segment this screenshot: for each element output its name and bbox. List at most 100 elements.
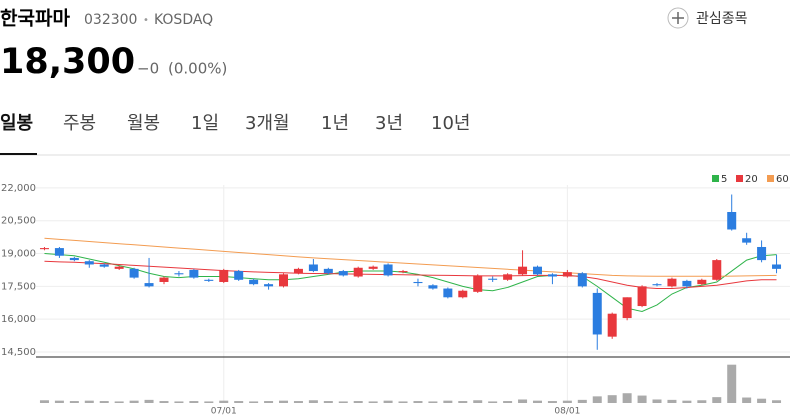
candle-body <box>473 275 483 292</box>
volume-bar <box>69 401 79 403</box>
candle-body <box>293 268 303 274</box>
y-tick-label: 17,500 <box>1 281 36 292</box>
volume-bar <box>84 400 94 403</box>
candle-body <box>189 269 199 278</box>
ma-line <box>44 260 777 290</box>
legend-swatch <box>767 175 774 182</box>
market: KOSDAQ <box>154 12 213 28</box>
volume-bar <box>428 401 438 403</box>
volume-bar <box>682 400 692 403</box>
candle-body <box>69 257 79 261</box>
tab[interactable]: 10년 <box>431 113 470 134</box>
candle-body <box>757 246 767 261</box>
separator: • <box>143 15 149 26</box>
change: −0 <box>137 60 159 78</box>
candle-body <box>592 292 602 335</box>
volume-bar <box>189 401 199 403</box>
volume-bar <box>712 397 722 403</box>
candle-body <box>727 211 737 230</box>
candle-body <box>368 266 378 269</box>
volume-bar <box>637 395 647 403</box>
tab[interactable]: 3개월 <box>245 113 290 134</box>
watch-button[interactable]: 관심종목 <box>667 7 748 29</box>
ma-line <box>44 237 777 277</box>
legend-swatch <box>712 175 719 182</box>
candle-body <box>144 283 154 287</box>
volume-bar <box>159 401 169 403</box>
candle-body <box>159 277 169 282</box>
candle-body <box>39 248 49 250</box>
legend-label: 60 <box>776 174 789 185</box>
candle-body <box>667 278 677 287</box>
watch-label[interactable]: 관심종목 <box>696 11 748 27</box>
volume-bar <box>532 400 542 403</box>
volume-bar <box>592 396 602 403</box>
tab[interactable]: 주봉 <box>63 113 96 134</box>
y-tick-label: 20,500 <box>1 216 36 227</box>
chart: 14,500 16,000 17,500 19,000 20,500 22,000 07/0… <box>1 174 790 417</box>
volume-bar <box>473 400 483 403</box>
tab-bar: 일봉 주봉 월봉 1일 3개월 1년 3년 10년 <box>0 113 470 134</box>
y-tick-label: 16,000 <box>1 314 36 325</box>
candle-body <box>607 313 617 337</box>
stock-name: 한국파마 <box>0 8 70 30</box>
candle-body <box>503 274 513 280</box>
candle-body <box>84 261 94 265</box>
candle-body <box>428 285 438 289</box>
x-tick-label: 07/01 <box>211 407 237 417</box>
tab[interactable]: 1년 <box>321 113 349 134</box>
volume-bar <box>383 400 393 403</box>
y-tick-label: 22,000 <box>1 183 36 194</box>
volume-bar <box>219 400 229 403</box>
candle-body <box>622 297 632 319</box>
ma-line <box>44 253 777 313</box>
candle-body <box>204 279 214 281</box>
volume-bar <box>39 400 49 403</box>
volume-bar <box>757 398 767 403</box>
candle-body <box>353 267 363 277</box>
candle-body <box>398 271 408 273</box>
tab[interactable]: 월봉 <box>127 113 160 134</box>
volume-bar <box>204 401 214 403</box>
candle-body <box>562 272 572 277</box>
candle-body <box>458 290 468 298</box>
x-tick-label: 08/01 <box>554 407 580 417</box>
candle-body <box>712 260 722 280</box>
candle-body <box>219 269 229 282</box>
volume-bar <box>413 401 423 403</box>
legend-label: 20 <box>745 174 758 185</box>
volume-bar <box>234 401 244 403</box>
candle-body <box>279 274 289 287</box>
volume-bar <box>338 401 348 403</box>
volume-bar <box>144 399 154 403</box>
tab[interactable]: 일봉 <box>0 113 33 134</box>
candle-body <box>413 281 423 284</box>
candle-body <box>323 268 333 274</box>
candle-body <box>772 264 782 269</box>
volume-bar <box>697 400 707 403</box>
candle-body <box>682 280 692 287</box>
tab[interactable]: 3년 <box>375 113 403 134</box>
candle-body <box>383 264 393 276</box>
volume-bar <box>607 395 617 403</box>
volume-bar <box>99 401 109 403</box>
volume-bar <box>727 364 737 403</box>
candle-body <box>249 279 259 285</box>
stock-code: 032300 <box>84 12 137 28</box>
plus-icon <box>672 12 684 24</box>
candle-body <box>488 278 498 280</box>
volume-bar <box>518 399 528 403</box>
tab[interactable]: 1일 <box>191 113 219 134</box>
volume-bar <box>622 393 632 403</box>
volume-bar <box>772 400 782 403</box>
volume-bar <box>293 401 303 403</box>
candle-body <box>264 284 274 287</box>
volume-bar <box>353 401 363 403</box>
candle-body <box>114 266 124 269</box>
legend-label: 5 <box>721 174 727 185</box>
volume-bar <box>503 401 513 403</box>
y-tick-label: 14,500 <box>1 347 36 358</box>
